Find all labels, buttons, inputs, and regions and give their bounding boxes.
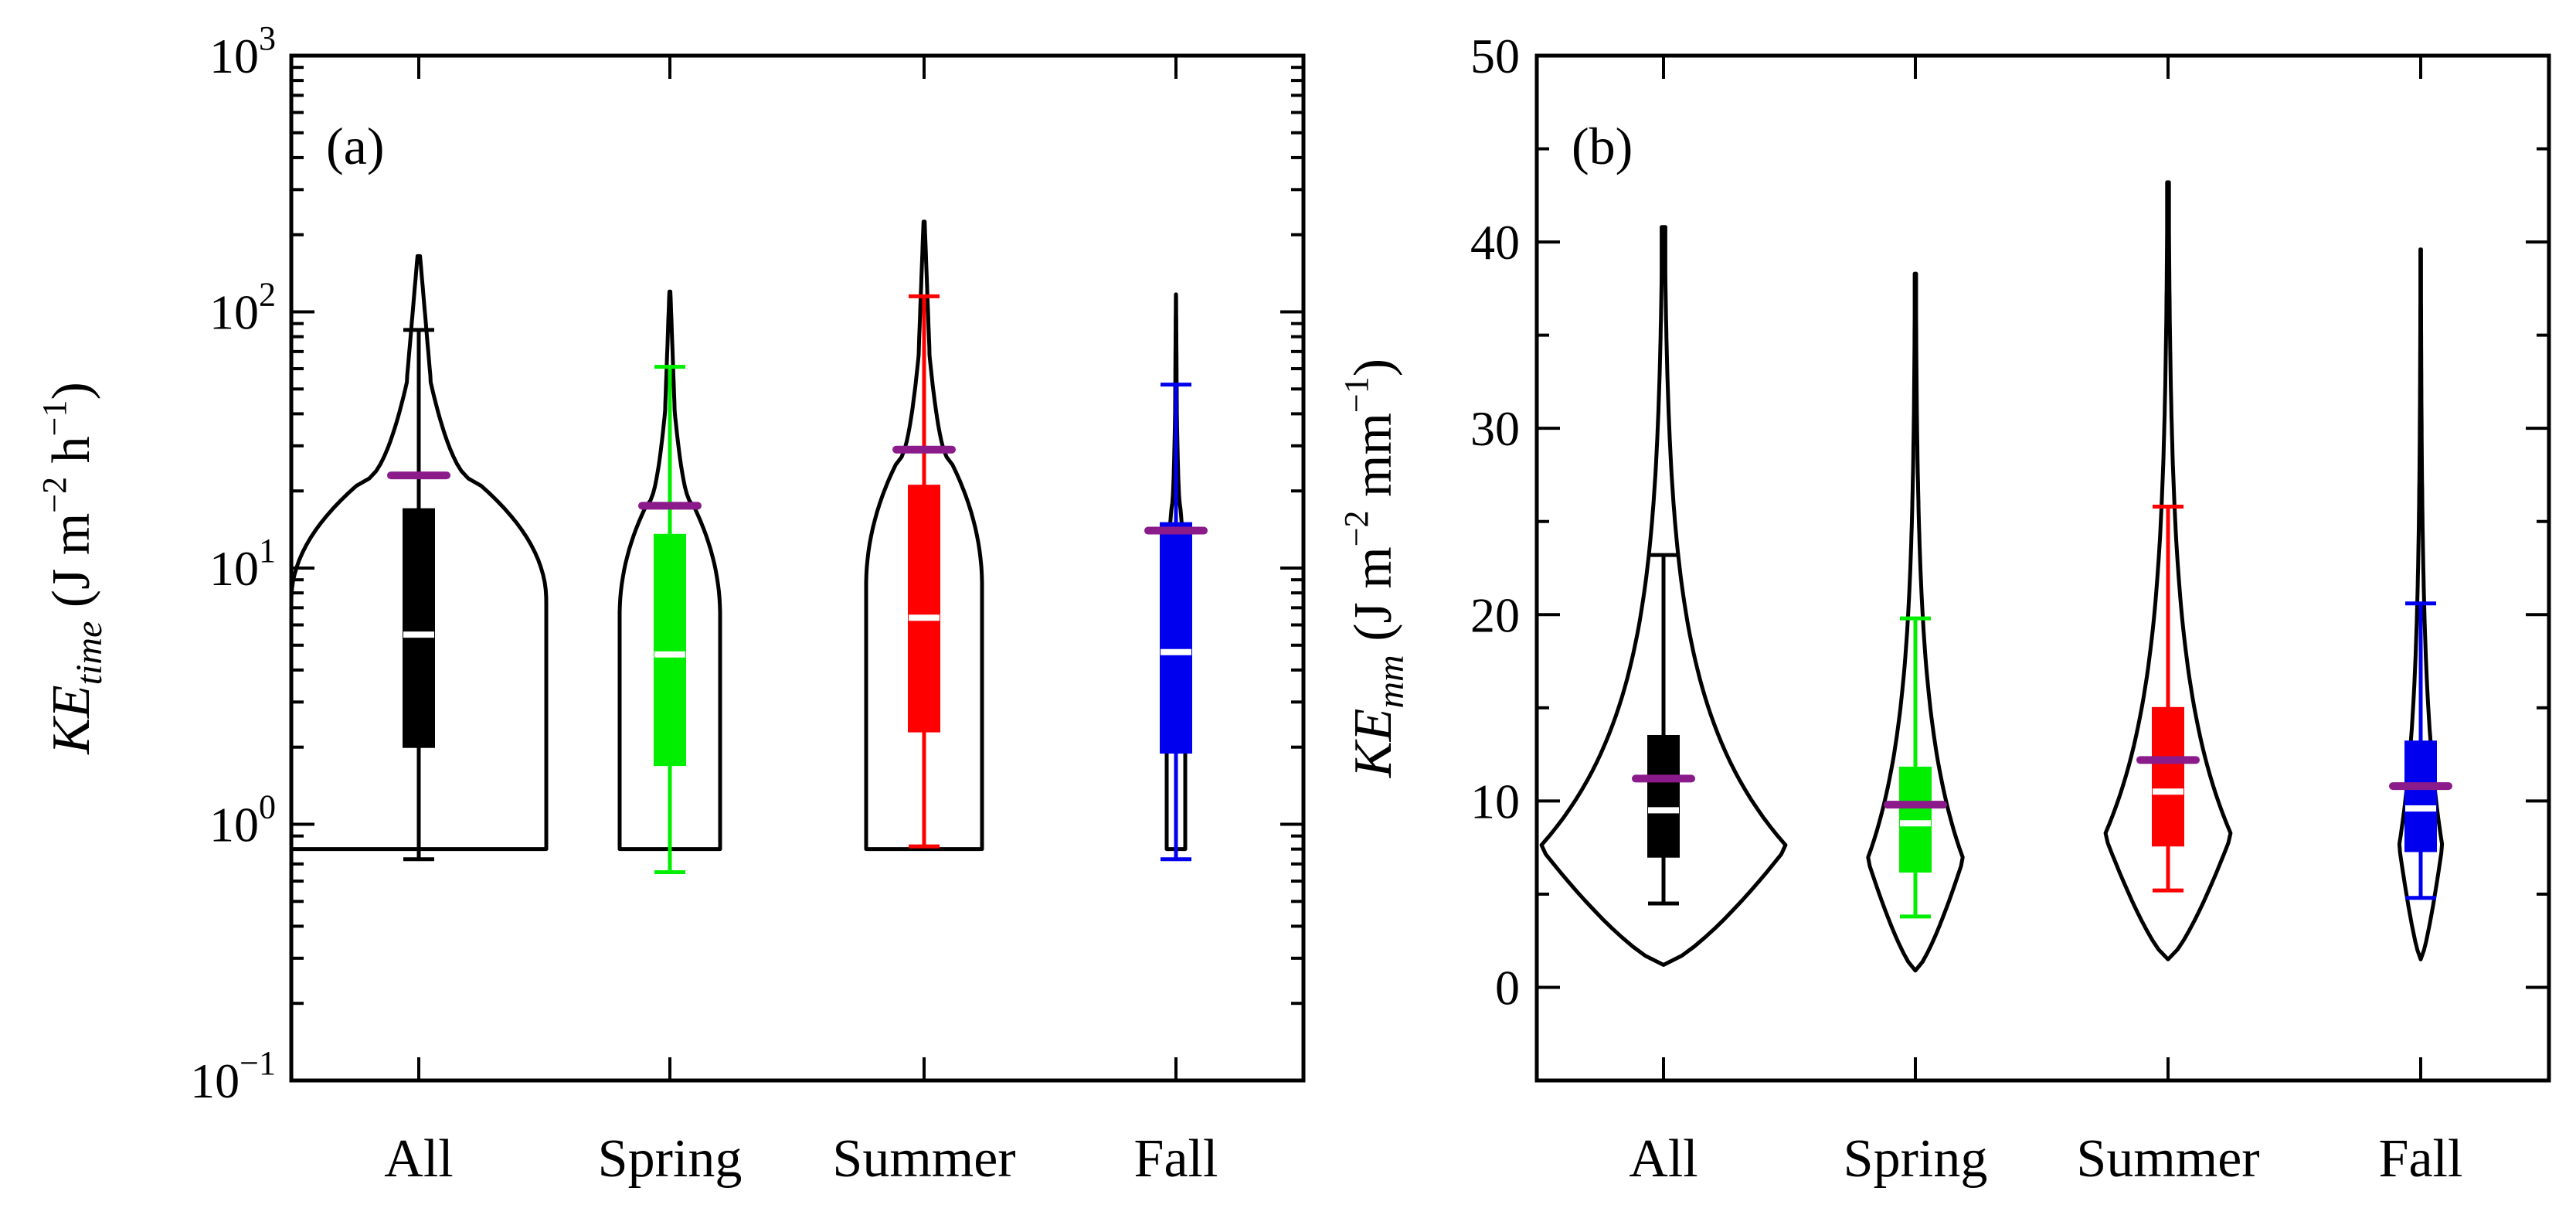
- y-tick-label-50: 50: [1470, 29, 1520, 83]
- tick-base: 10: [209, 285, 259, 340]
- violin-fall: [2397, 247, 2445, 961]
- y-tick-label: 103: [209, 19, 276, 83]
- category-label-all: All: [384, 1129, 453, 1189]
- tick-base: 10: [190, 1053, 240, 1108]
- y-tick-label-0: 0: [1495, 960, 1520, 1015]
- y-title-units: (J m: [1344, 546, 1403, 655]
- y-title-sup1: −2: [1337, 510, 1375, 546]
- y-tick-label: 102: [209, 276, 276, 340]
- category-label-spring: Spring: [1844, 1129, 1988, 1189]
- box-fall: [1160, 522, 1192, 754]
- violin-spring: [617, 289, 722, 852]
- y-title-sup1: −2: [36, 477, 73, 513]
- category-label-spring: Spring: [598, 1129, 743, 1189]
- panel-b-violins: [1539, 180, 2445, 973]
- panel-b-tick-labels: 0 10 20 30 40 50: [1470, 29, 1520, 1015]
- tick-exponent: −1: [240, 1044, 276, 1082]
- panel-a-ticks: [291, 54, 1303, 1082]
- tick-base: 10: [209, 541, 259, 596]
- y-title-main: KE: [1344, 709, 1403, 778]
- category-label-all: All: [1629, 1129, 1698, 1189]
- y-title-sup2: −1: [1337, 376, 1375, 413]
- y-tick-label-40: 40: [1470, 215, 1520, 270]
- panel-a-category-labels: All Spring Summer Fall: [384, 1129, 1218, 1189]
- panel-b-y-axis-title: KEmm (J m−2 mm−1): [1337, 359, 1412, 778]
- panel-b-frame: [1534, 53, 2551, 1083]
- category-label-summer: Summer: [832, 1129, 1015, 1189]
- y-title-mid: h: [42, 436, 101, 477]
- panel-a-frame: [289, 53, 1306, 1083]
- box-fall: [2404, 740, 2437, 852]
- y-title-main: KE: [42, 685, 101, 754]
- category-label-fall: Fall: [1134, 1129, 1218, 1189]
- panel-b-label: (b): [1572, 117, 1633, 175]
- panel-a-y-axis-title: KEtime (J m−2 h−1): [36, 382, 110, 755]
- tick-exponent: 0: [259, 788, 276, 826]
- y-title-close: ): [42, 382, 101, 400]
- tick-base: 10: [209, 29, 259, 83]
- tick-exponent: 1: [259, 532, 276, 570]
- box-spring: [654, 533, 686, 767]
- box-summer: [2152, 706, 2184, 847]
- panel-b-category-labels: All Spring Summer Fall: [1629, 1129, 2462, 1189]
- box-summer: [908, 485, 940, 733]
- tick-base: 10: [209, 798, 259, 852]
- y-tick-label: 10−1: [190, 1044, 276, 1108]
- box-spring: [1899, 766, 1932, 873]
- violin-summer: [864, 219, 984, 852]
- y-title-mid: mm: [1344, 413, 1403, 510]
- category-label-fall: Fall: [2379, 1129, 2463, 1189]
- y-title-sub: time: [69, 621, 110, 686]
- y-tick-label: 100: [209, 788, 276, 852]
- box-all: [403, 508, 435, 748]
- y-tick-label: 101: [209, 532, 276, 596]
- violin-all: [1539, 225, 1788, 968]
- category-label-summer: Summer: [2076, 1129, 2259, 1189]
- panel-a-label: (a): [326, 117, 384, 175]
- panel-b-ticks: [1537, 54, 2549, 1082]
- y-title-units: (J m: [42, 513, 101, 621]
- y-title-close: ): [1344, 359, 1403, 376]
- panel-b-boxes: [1632, 504, 2452, 919]
- y-title-sup2: −1: [36, 400, 73, 437]
- y-tick-label-10: 10: [1470, 774, 1520, 829]
- box-all: [1647, 734, 1680, 858]
- y-tick-label-20: 20: [1470, 587, 1520, 642]
- y-tick-label-30: 30: [1470, 401, 1520, 456]
- violin-summer: [2103, 180, 2233, 961]
- tick-exponent: 3: [259, 19, 276, 57]
- tick-exponent: 2: [259, 276, 276, 314]
- violin-spring: [1866, 271, 1965, 973]
- y-title-sub: mm: [1371, 655, 1412, 708]
- panel-a-boxes: [387, 294, 1208, 875]
